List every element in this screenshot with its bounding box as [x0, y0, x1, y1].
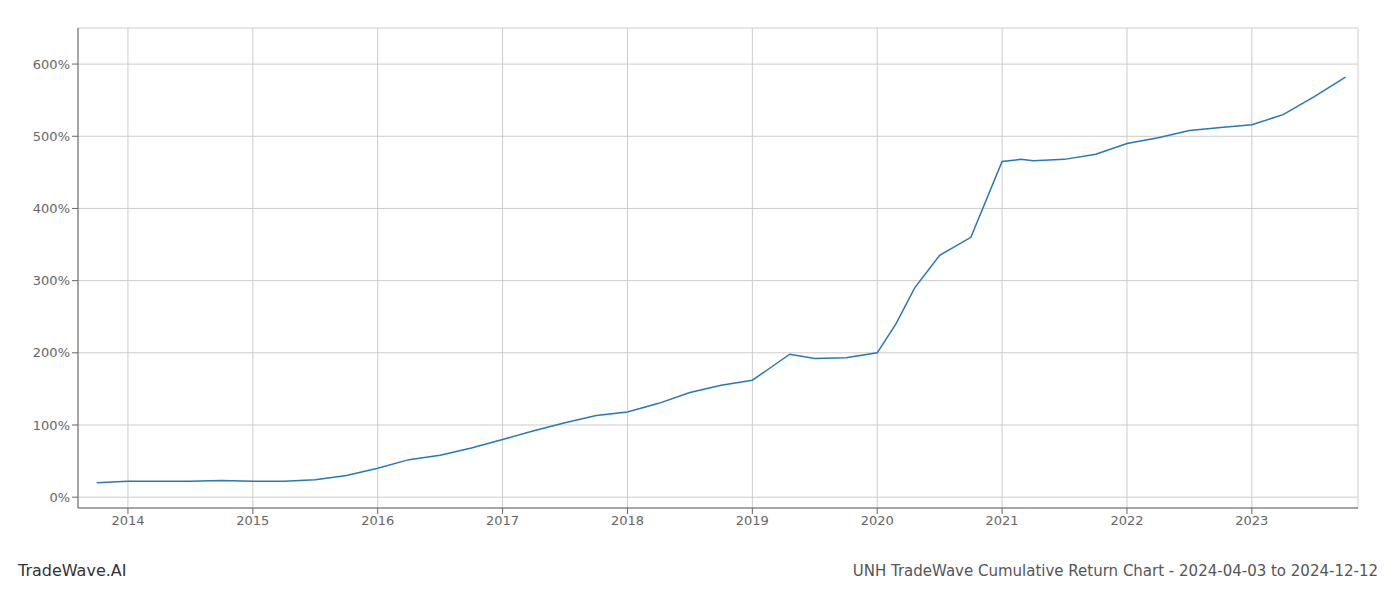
svg-text:300%: 300%	[33, 273, 70, 288]
svg-text:2022: 2022	[1110, 513, 1143, 528]
svg-text:2023: 2023	[1235, 513, 1268, 528]
svg-text:2018: 2018	[611, 513, 644, 528]
html-text:UNH TradeWave Cumulative Retur: UNH TradeWave Cumulative Return Chart - …	[852, 562, 1378, 580]
svg-text:500%: 500%	[33, 129, 70, 144]
svg-text:2020: 2020	[861, 513, 894, 528]
svg-text:2016: 2016	[361, 513, 394, 528]
svg-text:600%: 600%	[33, 57, 70, 72]
svg-text:2014: 2014	[111, 513, 144, 528]
svg-text:2021: 2021	[986, 513, 1019, 528]
svg-text:2015: 2015	[236, 513, 269, 528]
html-text:TradeWave.AI: TradeWave.AI	[18, 561, 127, 580]
svg-text:200%: 200%	[33, 345, 70, 360]
svg-text:2017: 2017	[486, 513, 519, 528]
svg-text:2019: 2019	[736, 513, 769, 528]
svg-text:400%: 400%	[33, 201, 70, 216]
svg-text:100%: 100%	[33, 418, 70, 433]
svg-text:0%: 0%	[49, 490, 70, 505]
